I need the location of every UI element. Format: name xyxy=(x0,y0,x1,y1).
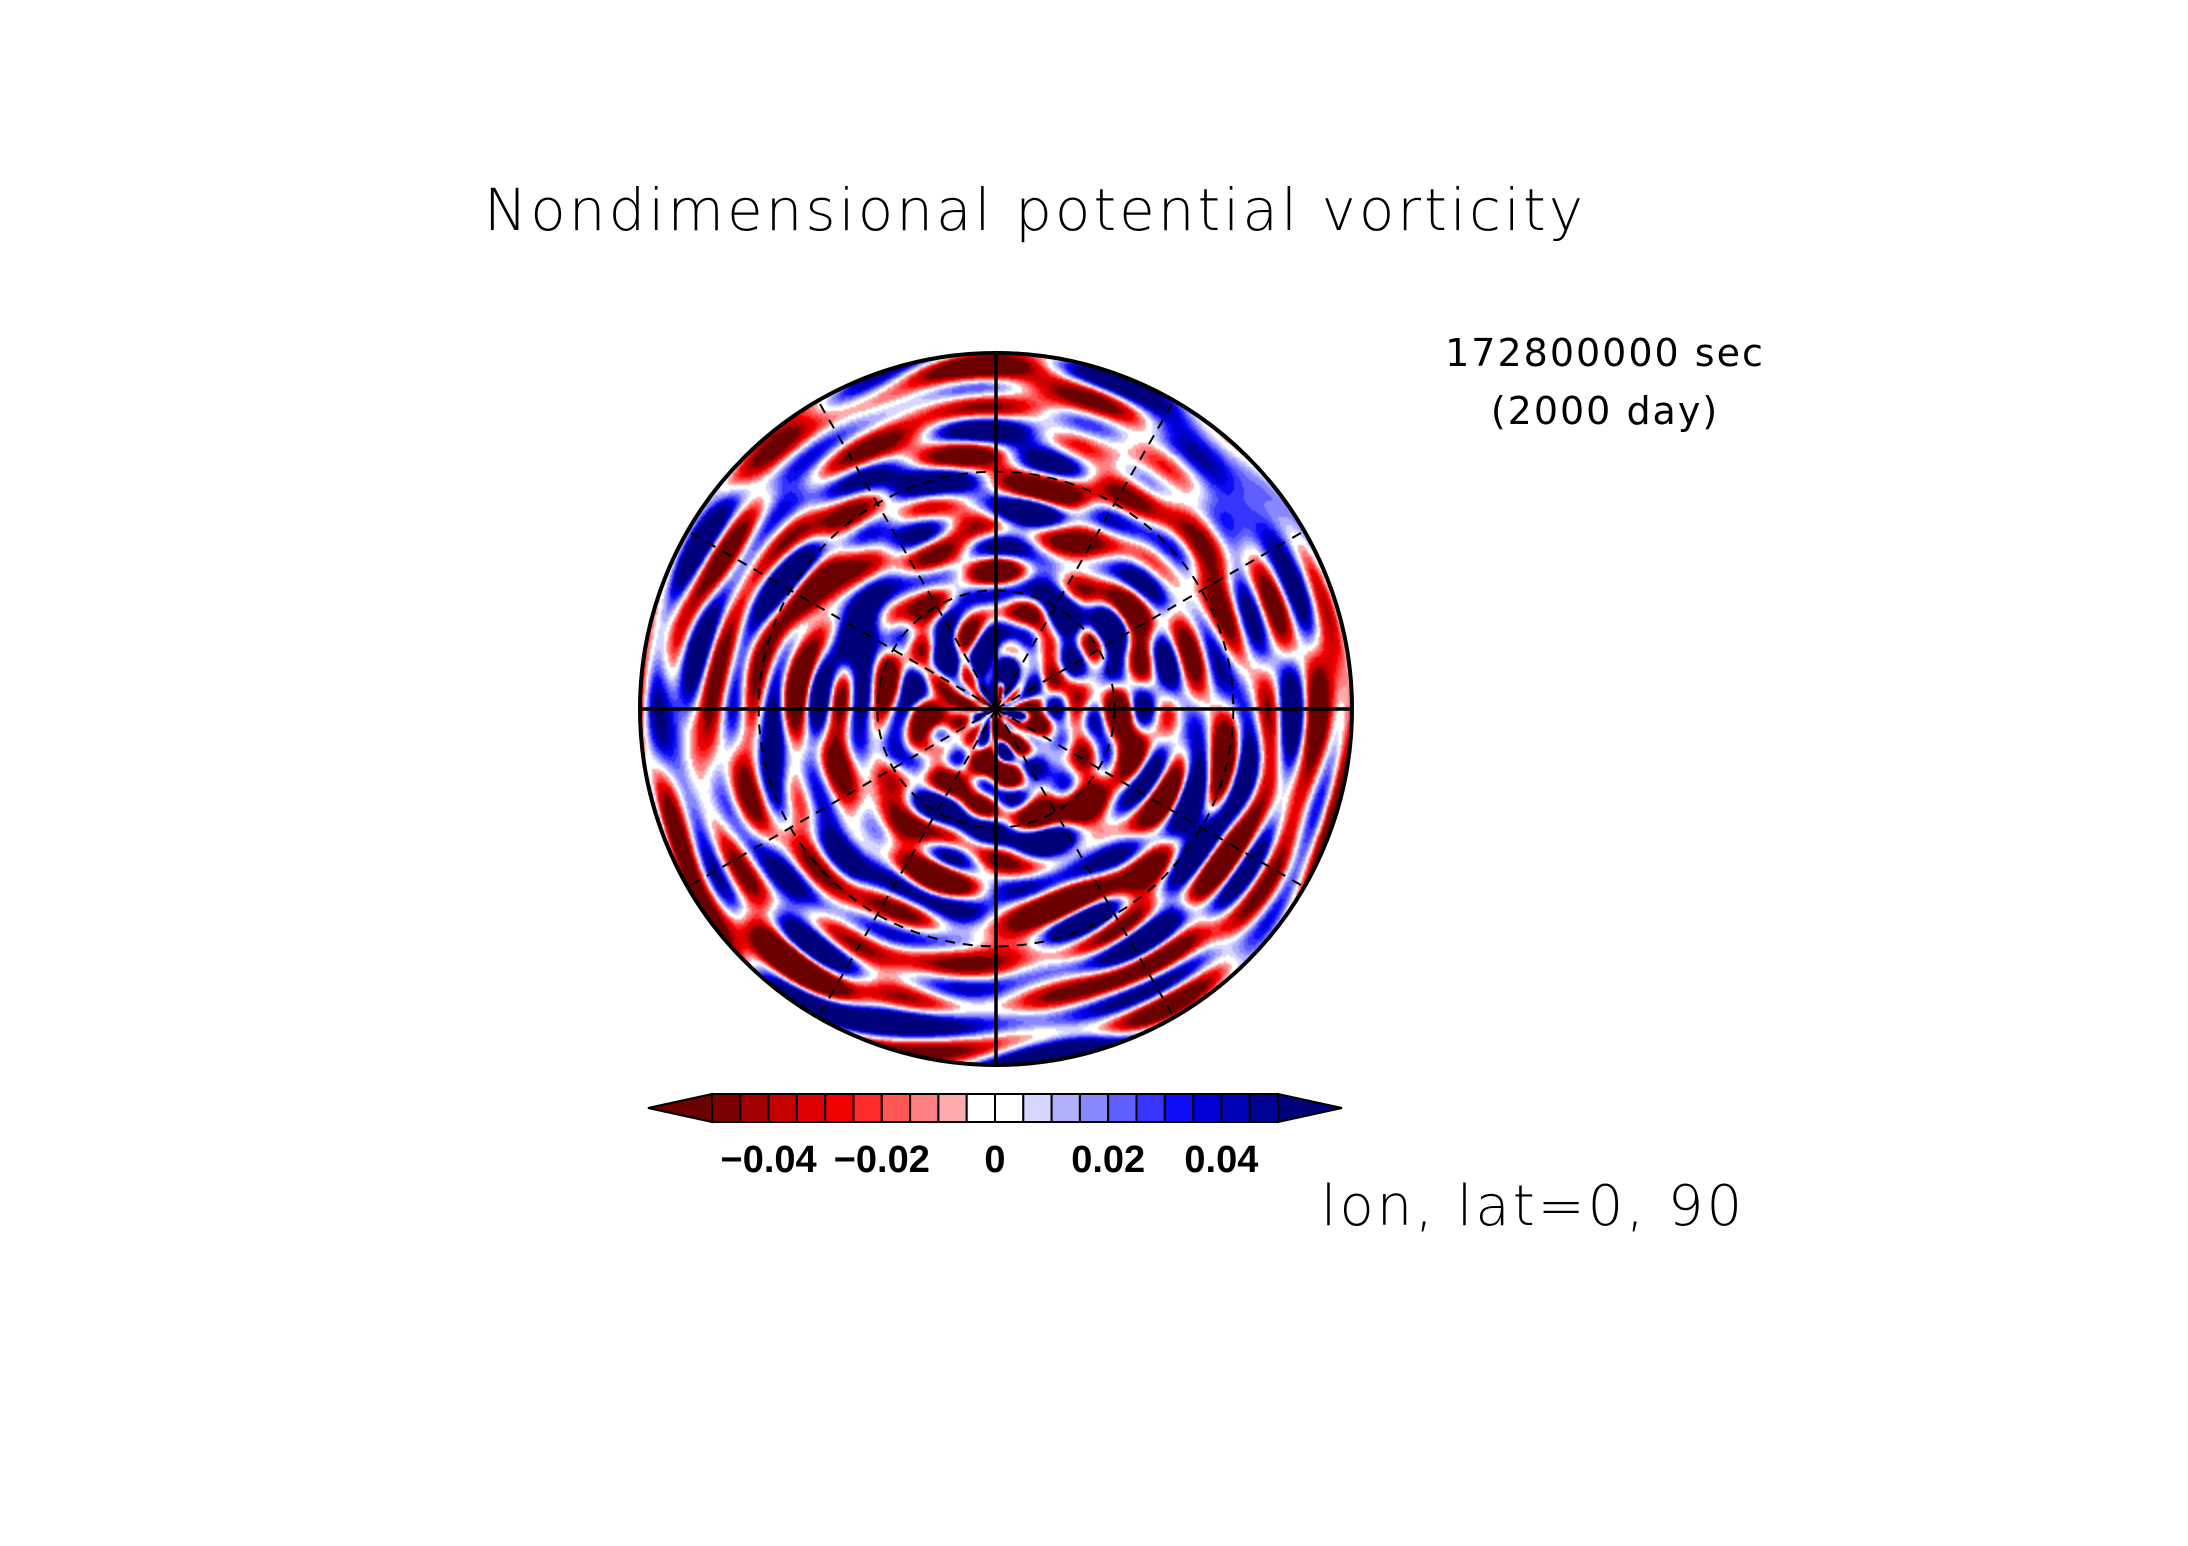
meridian-line xyxy=(995,708,1305,888)
colorbar-extend-high xyxy=(1277,1092,1343,1124)
colorbar-swatch xyxy=(1050,1093,1081,1123)
map-boundary xyxy=(638,351,1354,1067)
colorbar-ticks: −0.04 −0.02 0 0.02 0.04 xyxy=(721,1139,1259,1181)
colorbar-swatch xyxy=(880,1093,912,1123)
meridian-line xyxy=(995,530,1305,710)
colorbar-swatch xyxy=(965,1093,997,1123)
colorbar-swatch xyxy=(711,1093,742,1123)
meridian-line xyxy=(995,708,1175,1018)
colorbar-swatch xyxy=(1248,1093,1279,1123)
colorbar-tick-label: −0.02 xyxy=(834,1139,930,1181)
polar-map xyxy=(638,351,1354,1067)
meridian-line xyxy=(817,400,997,710)
map-graticule xyxy=(640,353,1352,1065)
plot-title: Nondimensional potential vorticity xyxy=(484,176,1586,244)
colorbar-swatch xyxy=(1107,1093,1138,1123)
colorbar-tick-label: −0.04 xyxy=(721,1139,817,1181)
colorbar-extend-low xyxy=(647,1092,713,1124)
colorbar-swatch xyxy=(767,1093,798,1123)
meridian-line xyxy=(995,400,1175,710)
colorbar-swatch xyxy=(795,1093,827,1123)
meridian-line xyxy=(817,708,997,1018)
time-days-label: (2000 day) xyxy=(1491,389,1719,433)
latitude-circle xyxy=(876,589,1116,829)
colorbar-swatch xyxy=(852,1093,883,1123)
latitude-circle xyxy=(757,470,1235,948)
colorbar-swatch xyxy=(1220,1093,1251,1123)
colorbar-swatch xyxy=(994,1093,1025,1123)
time-seconds-label: 172800000 sec xyxy=(1445,331,1765,375)
colorbar-tick-label: 0.04 xyxy=(1184,1139,1258,1181)
colorbar-swatch xyxy=(1078,1093,1110,1123)
colorbar-swatch xyxy=(739,1093,770,1123)
colorbar-tick-label: 0 xyxy=(984,1139,1005,1181)
colorbar-swatch xyxy=(1022,1093,1053,1123)
colorbar xyxy=(647,1092,1343,1124)
colorbar-swatch xyxy=(1135,1093,1166,1123)
colorbar-tick-label: 0.02 xyxy=(1071,1139,1145,1181)
colorbar-swatch xyxy=(909,1093,940,1123)
meridian-line xyxy=(687,530,997,710)
colorbar-swatch xyxy=(937,1093,968,1123)
location-label: lon, lat=0, 90 xyxy=(1321,1174,1745,1239)
colorbar-swatch xyxy=(1192,1093,1223,1123)
colorbar-swatch xyxy=(824,1093,855,1123)
meridian-line xyxy=(687,708,997,888)
colorbar-swatch xyxy=(1163,1093,1195,1123)
